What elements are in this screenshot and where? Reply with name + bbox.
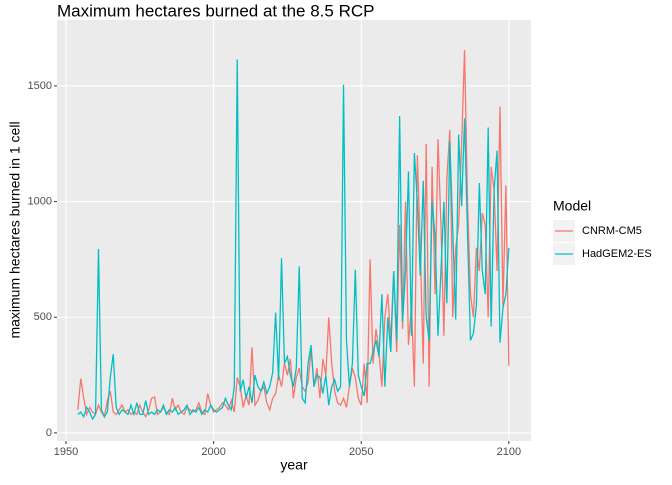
series-line [77, 59, 510, 421]
x-tick-label: 1950 [54, 446, 78, 458]
y-tick-label: 500 [34, 311, 52, 323]
chart-title: Maximum hectares burned at the 8.5 RCP [57, 1, 374, 20]
x-axis-title: year [280, 457, 308, 473]
x-tick-label: 2050 [349, 446, 373, 458]
series-line [77, 50, 510, 419]
y-tick-label: 1000 [28, 195, 52, 207]
legend-label: HadGEM2-ES [582, 248, 652, 260]
panel [57, 20, 531, 441]
x-tick-label: 2000 [201, 446, 225, 458]
legend-title: Model [553, 198, 591, 214]
y-axis-title: maximum hectares burned in 1 cell [7, 121, 23, 338]
x-tick-label: 2100 [497, 446, 521, 458]
y-tick-label: 1500 [28, 80, 52, 92]
legend-label: CNRM-CM5 [582, 225, 642, 237]
y-tick-label: 0 [46, 427, 52, 439]
